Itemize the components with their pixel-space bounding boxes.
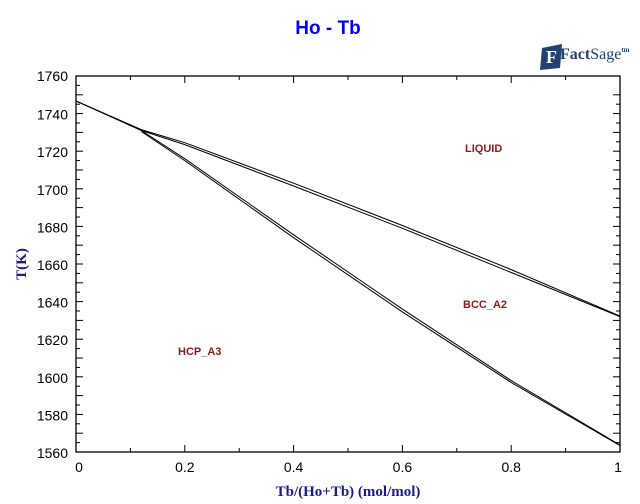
y-tick-label: 1620 [37, 332, 68, 348]
y-tick-label: 1640 [37, 295, 68, 311]
x-axis-ticks [129, 76, 567, 452]
y-tick-labels: 1760 1740 1720 1700 1680 1660 1640 1620 … [37, 68, 68, 461]
logo-trademark: tm [621, 46, 630, 54]
logo-brand-right: Sage [590, 46, 622, 63]
phase-label-hcp: HCP_A3 [178, 346, 221, 358]
x-tick-label: 0.6 [393, 459, 413, 475]
x-axis-title: Tb/(Ho+Tb) (mol/mol) [276, 484, 421, 500]
x-tick-label: 1 [614, 459, 622, 475]
phase-label-bcc: BCC_A2 [463, 299, 507, 311]
logo-brand-left: Fact [560, 46, 591, 63]
x-tick-label: 0.4 [284, 459, 304, 475]
plot-frame [75, 75, 621, 453]
y-tick-label: 1720 [37, 144, 68, 160]
y-tick-label: 1740 [37, 107, 68, 123]
y-tick-label: 1560 [37, 445, 68, 461]
chart-title: Ho - Tb [295, 18, 361, 39]
x-tick-label: 0.2 [175, 459, 195, 475]
liquidus-curve [75, 100, 621, 317]
bcc-hcp-lower-curve [141, 131, 621, 447]
factsage-logo: F FactSagetm [538, 40, 629, 74]
y-tick-label: 1760 [37, 68, 68, 84]
y-tick-label: 1700 [37, 182, 68, 198]
factsage-logo-icon: F [540, 44, 562, 70]
factsage-logo-text: FactSagetm [560, 46, 629, 64]
solidus-curve [75, 100, 621, 318]
phase-boundaries [75, 100, 621, 447]
y-tick-label: 1660 [37, 257, 68, 273]
svg-text:F: F [546, 47, 557, 67]
phase-label-liquid: LIQUID [465, 143, 502, 155]
y-axis-title: T(K) [14, 248, 30, 280]
y-tick-label: 1600 [37, 370, 68, 386]
y-axis-ticks [76, 75, 620, 444]
y-tick-label: 1580 [37, 407, 68, 423]
y-tick-label: 1680 [37, 219, 68, 235]
x-tick-label: 0.8 [501, 459, 521, 475]
x-tick-label: 0 [75, 459, 83, 475]
bcc-hcp-upper-curve [141, 130, 621, 446]
x-tick-labels: 0 0.2 0.4 0.6 0.8 1 [75, 459, 622, 475]
